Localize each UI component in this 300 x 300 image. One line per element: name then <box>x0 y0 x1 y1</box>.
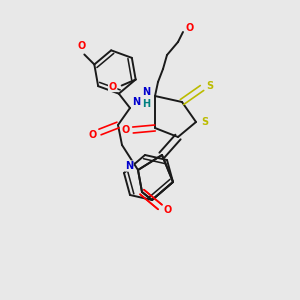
Text: O: O <box>109 82 117 92</box>
Text: O: O <box>122 125 130 135</box>
Text: O: O <box>186 23 194 33</box>
Text: N: N <box>142 87 150 97</box>
Text: O: O <box>164 205 172 215</box>
Text: O: O <box>77 41 86 52</box>
Text: N: N <box>132 97 140 107</box>
Text: S: S <box>206 81 214 91</box>
Text: H: H <box>142 99 150 109</box>
Text: O: O <box>89 130 97 140</box>
Text: S: S <box>201 117 208 127</box>
Text: N: N <box>125 161 133 171</box>
